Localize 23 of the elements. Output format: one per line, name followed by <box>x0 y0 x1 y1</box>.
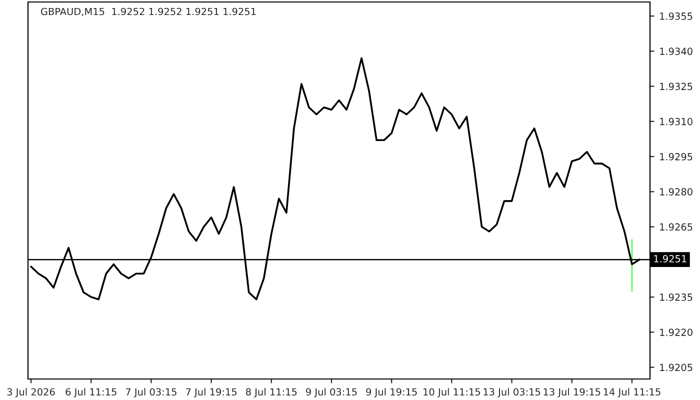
y-tick-label: 1.9325 <box>660 82 692 90</box>
y-tick-label: 1.9235 <box>660 294 692 301</box>
x-tick-label: 9 Jul 19:15 <box>366 388 417 398</box>
x-tick-label: 13 Jul 03:15 <box>484 388 540 398</box>
y-tick-label: 1.9340 <box>660 48 692 56</box>
y-tick-label: 1.9295 <box>660 153 692 160</box>
y-tick-label: 1.9280 <box>660 188 692 196</box>
ref-line-label: 1.9251 <box>654 255 686 262</box>
y-tick-label: 1.9355 <box>660 12 692 20</box>
x-tick-label: 13 Jul 19:15 <box>544 388 600 398</box>
y-tick-label: 1.9205 <box>660 364 692 372</box>
y-tick-label: 1.9220 <box>660 328 692 336</box>
x-tick-label: 7 Jul 03:15 <box>126 388 176 398</box>
x-tick-label: 8 Jul 11:15 <box>246 388 297 398</box>
x-tick-label: 3 Jul 2026 <box>7 388 55 398</box>
x-tick-label: 14 Jul 11:15 <box>604 388 660 398</box>
y-tick-label: 1.9265 <box>660 223 692 231</box>
x-tick-label: 9 Jul 03:15 <box>306 388 357 398</box>
x-tick-label: 7 Jul 19:15 <box>186 388 237 398</box>
text: GBPAUD,M15 1.9252 1.9252 1.9251 1.9251 <box>40 8 256 16</box>
x-tick-label: 10 Jul 11:15 <box>424 388 480 398</box>
y-tick-label: 1.9310 <box>660 118 692 126</box>
x-tick-label: 6 Jul 11:15 <box>66 388 116 398</box>
